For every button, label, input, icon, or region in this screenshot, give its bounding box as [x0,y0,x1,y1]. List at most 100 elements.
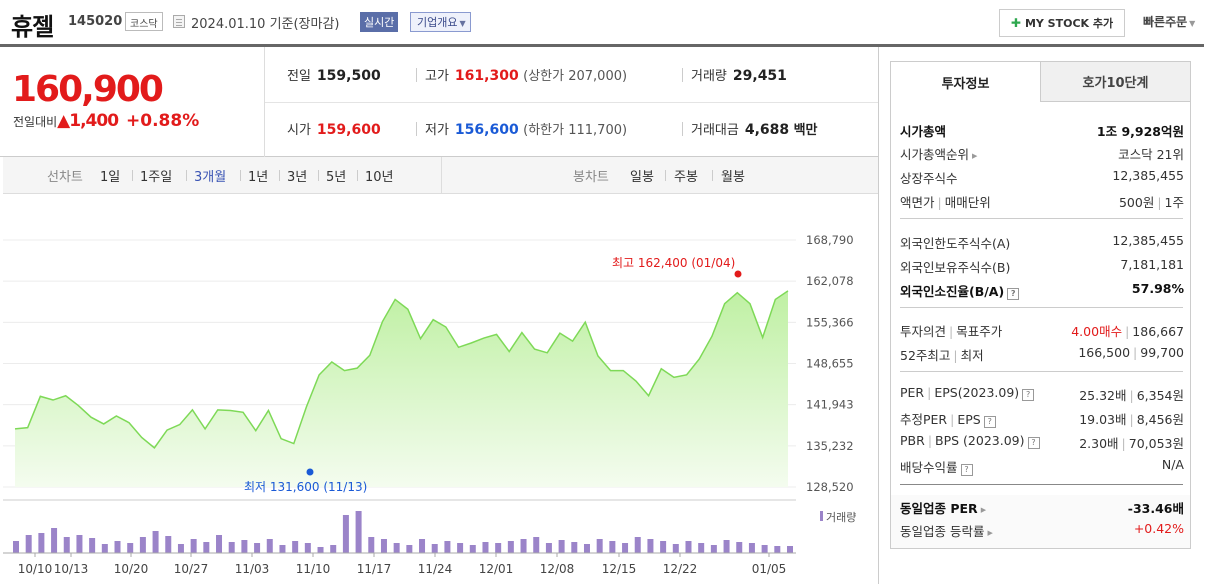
triangle-down-icon: ▼ [459,19,466,28]
company-overview-label: 기업개요 [417,16,458,29]
divider [682,68,683,82]
volume-bar [419,539,426,553]
tab-order-book[interactable]: 호가10단계 [1041,62,1190,102]
period-3y[interactable]: 3년 [287,170,308,185]
foreign-hold-value: 7,181,181 [1120,257,1184,272]
market-cap-value: 1조 9,928억원 [1096,124,1184,139]
line-chart-label: 선차트 [47,170,83,185]
change-label: 전일대비 [13,115,58,129]
volume-bar [571,542,578,553]
sector-per-row: 동일업종 PER ▶ -33.46배 [900,495,1184,517]
divider [279,170,280,181]
my-stock-add-button[interactable]: ✚ MY STOCK 추가 [999,9,1125,37]
divider [186,170,187,181]
period-10y[interactable]: 10년 [365,170,394,185]
candle-daily[interactable]: 일봉 [630,170,654,185]
period-5y[interactable]: 5년 [326,170,347,185]
change-value: ▲1,400 [57,111,119,131]
price-line [14,290,789,449]
shares-label: 상장주식수 [900,171,958,186]
y-tick-label: 141,943 [806,398,854,412]
volume-bar [482,542,489,553]
volume-bar [634,537,641,553]
x-tick-label: 12/08 [540,562,575,576]
x-tick-label: 01/05 [752,562,787,576]
volume-bar [241,540,248,553]
volume-bar [76,535,83,553]
quick-order-button[interactable]: 빠른주문 ▼ [1143,13,1195,30]
current-price: 160,900 [12,69,164,110]
foreign-limit-row: 외국인한도주식수(A) 12,385,455 [900,230,1184,252]
unit-label: 매매단위 [944,195,991,210]
volume-bar [330,545,337,553]
volume-bar [89,538,96,553]
low52-label: 최저 [960,348,984,363]
high-value: 161,300 [454,68,519,84]
divider [357,170,358,181]
bps-value: 70,053원 [1128,436,1184,451]
market-cap-rank-link[interactable]: 시가총액순위 ▶ [900,144,977,163]
divider [900,484,1183,485]
volume: 거래량 29,451 [691,65,787,84]
trade-value-label: 거래대금 [691,123,739,138]
period-1w[interactable]: 1주일 [140,170,173,185]
trade-value-value: 4,688 [744,122,790,138]
dividend-value: N/A [1161,457,1184,472]
sector-per-link[interactable]: 동일업종 PER ▶ [900,498,986,517]
help-icon[interactable]: ? [983,416,996,428]
help-icon[interactable]: ? [1007,288,1020,300]
x-tick-label: 10/10 [18,562,53,576]
volume-bar [672,544,679,553]
unit-value: 1주 [1164,195,1184,210]
volume-bar [292,541,299,553]
y-tick-label: 128,520 [806,480,854,494]
candle-monthly[interactable]: 월봉 [721,170,745,185]
period-1d[interactable]: 1일 [100,170,121,185]
x-tick-label: 11/24 [418,562,453,576]
volume-bar [444,541,451,553]
par-label: 액면가 [900,195,935,210]
sector-change-link[interactable]: 동일업종 등락률 ▶ [900,521,993,540]
help-icon[interactable]: ? [1022,389,1035,401]
par-value: 500원 [1118,195,1155,210]
shares-value: 12,385,455 [1112,168,1184,183]
investment-info-panel: 투자정보 호가10단계 시가총액 1조 9,928억원 시가총액순위 ▶ 코스닥 21… [890,61,1191,549]
opinion-value: 4.00매수 [1071,324,1123,339]
x-tick-label: 12/15 [602,562,637,576]
price-change: 전일대비▲1,400 +0.88% [13,111,199,131]
company-overview-button[interactable]: 기업개요 ▼ [410,12,471,32]
y-tick-label: 162,078 [806,274,854,288]
volume-bar [622,543,629,553]
volume-bar [317,547,324,553]
price-area [15,290,788,487]
candle-weekly[interactable]: 주봉 [674,170,698,185]
y-tick-label: 135,232 [806,439,854,453]
period-3m[interactable]: 3개월 [194,170,227,185]
help-icon[interactable]: ? [1027,437,1040,449]
period-1y[interactable]: 1년 [248,170,269,185]
prev-close: 전일 159,500 [287,65,381,84]
tab-investment-info[interactable]: 투자정보 [891,62,1041,102]
y-tick-label: 148,655 [806,357,854,371]
par-unit-row: 액면가 | 매매단위 500원 | 1주 [900,195,1184,210]
sector-change-label: 동일업종 등락률 [900,524,985,539]
market-cap-rank-row: 시가총액순위 ▶ 코스닥 21위 [900,141,1184,163]
volume-bar [736,542,743,553]
volume-bar [190,539,197,553]
arrow-right-icon: ▶ [987,529,993,537]
target-label: 목표주가 [956,324,1003,339]
trade-value: 거래대금 4,688 백만 [691,119,818,138]
divider [878,47,879,584]
quick-order-label: 빠른주문 [1143,15,1188,29]
candle-chart-label: 봉차트 [573,170,609,185]
opinion-label: 투자의견 [900,324,947,339]
header-divider [0,44,1204,47]
eps-value: 6,354원 [1136,388,1184,403]
realtime-button[interactable]: 실시간 [360,12,399,32]
x-tick-label: 12/22 [663,562,698,576]
volume-bar [25,535,32,553]
help-icon[interactable]: ? [960,464,973,476]
eps-label: EPS(2023.09) [934,385,1020,400]
divider [416,122,417,136]
volume-bar [596,539,603,553]
